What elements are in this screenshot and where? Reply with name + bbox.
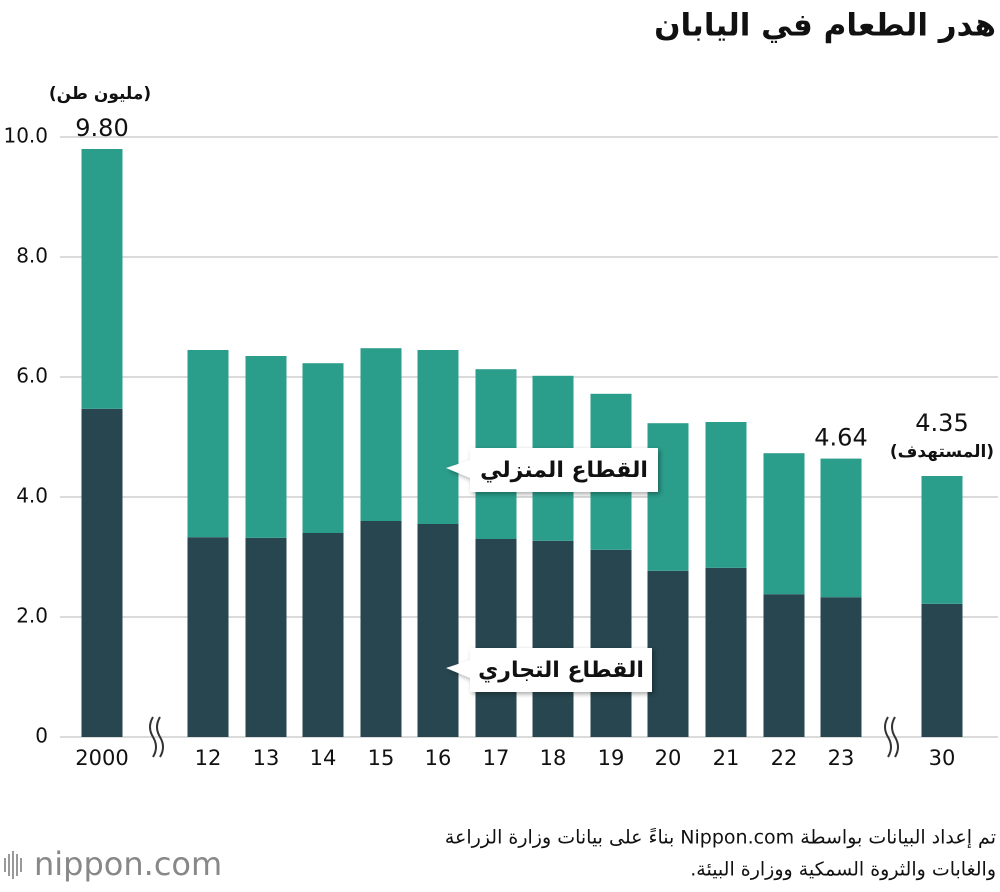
y-tick-label: 4.0 bbox=[16, 484, 48, 508]
y-tick-label: 6.0 bbox=[16, 364, 48, 388]
bar-segment bbox=[81, 408, 123, 737]
source-line: تم إعداد البيانات بواسطة Nippon.com بناء… bbox=[445, 827, 996, 850]
bar-segment bbox=[921, 603, 963, 737]
y-tick-label: 8.0 bbox=[16, 244, 48, 268]
bar-segment bbox=[187, 537, 229, 737]
bar-segment bbox=[245, 356, 287, 538]
bar-segment bbox=[647, 570, 689, 737]
legend: القطاع التجاري القطاع المنزلي bbox=[446, 448, 658, 692]
legend-label: القطاع التجاري bbox=[478, 658, 644, 683]
x-tick-label: 14 bbox=[310, 746, 337, 770]
x-tick-label: 18 bbox=[540, 746, 567, 770]
x-tick-label: 30 bbox=[929, 746, 956, 770]
bar-segment bbox=[302, 363, 344, 533]
chart-title: هدر الطعام في اليابان bbox=[654, 8, 996, 44]
x-tick-label: 12 bbox=[195, 746, 222, 770]
x-tick-label: 23 bbox=[828, 746, 855, 770]
x-tick-label: 17 bbox=[483, 746, 510, 770]
x-tick-label: 2000 bbox=[75, 746, 128, 770]
bar-segment bbox=[763, 453, 805, 595]
bar-segment bbox=[820, 458, 862, 598]
x-tick-label: 21 bbox=[713, 746, 740, 770]
x-tick-label: 15 bbox=[368, 746, 395, 770]
legend-box bbox=[446, 648, 652, 692]
y-tick-label: 0 bbox=[35, 724, 48, 748]
bar-segment bbox=[763, 594, 805, 737]
bar-segment bbox=[417, 350, 459, 524]
bar-segment bbox=[187, 350, 229, 538]
bar-segment bbox=[417, 524, 459, 737]
legend-label: القطاع المنزلي bbox=[480, 458, 648, 483]
x-tick-label: 16 bbox=[425, 746, 452, 770]
bar-segment bbox=[360, 521, 402, 737]
bar-segment bbox=[590, 549, 632, 737]
y-unit: (مليون طن) bbox=[49, 84, 151, 104]
y-tick-label: 10.0 bbox=[3, 124, 48, 148]
x-tick-label: 20 bbox=[655, 746, 682, 770]
bar-segment bbox=[921, 476, 963, 604]
bar-segment bbox=[81, 149, 123, 409]
total-label: 9.80 bbox=[75, 114, 128, 142]
target-note: (المستهدف) bbox=[890, 442, 994, 462]
bar-segment bbox=[360, 348, 402, 521]
source-line: والغابات والثروة السمكية ووزارة البيئة. bbox=[690, 859, 996, 881]
logo: nippon.com bbox=[34, 845, 222, 883]
bar-segment bbox=[705, 422, 747, 568]
bar-segment bbox=[647, 423, 689, 571]
total-label: 4.35 bbox=[915, 409, 968, 437]
total-label: 4.64 bbox=[814, 424, 867, 452]
x-tick-label: 13 bbox=[253, 746, 280, 770]
logo-mark bbox=[4, 851, 22, 879]
bar-segment bbox=[705, 567, 747, 737]
bar-segment bbox=[820, 597, 862, 737]
bar-segment bbox=[475, 539, 517, 737]
bar-segment bbox=[532, 540, 574, 737]
x-tick-label: 22 bbox=[771, 746, 798, 770]
legend-box bbox=[446, 448, 658, 492]
axis-breaks bbox=[149, 716, 899, 758]
bar-segment bbox=[245, 537, 287, 737]
y-tick-label: 2.0 bbox=[16, 604, 48, 628]
bar-segment bbox=[302, 533, 344, 737]
x-tick-label: 19 bbox=[598, 746, 625, 770]
grid: 0 2.0 4.0 6.0 8.0 10.0 bbox=[3, 124, 998, 748]
